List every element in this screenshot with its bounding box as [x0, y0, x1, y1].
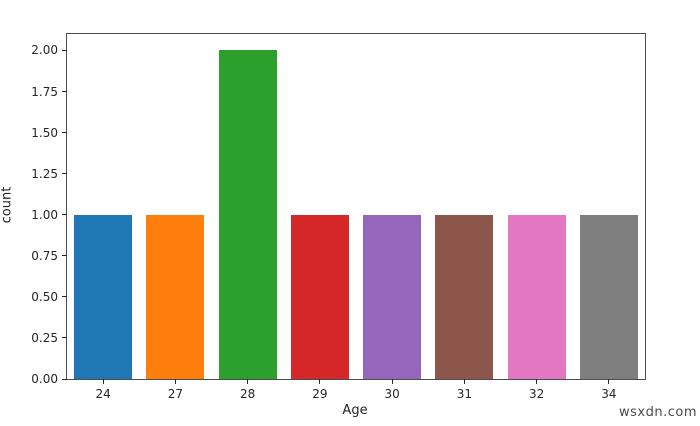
y-tick-mark: [62, 378, 67, 380]
x-tick-mark: [174, 379, 176, 384]
y-tick-label: 1.25: [31, 166, 58, 181]
bar: [74, 214, 133, 379]
y-tick-mark: [62, 132, 67, 134]
y-tick-mark: [62, 214, 67, 216]
y-tick-mark: [62, 49, 67, 51]
y-tick-mark: [62, 173, 67, 175]
y-tick-label: 1.00: [31, 207, 58, 222]
bar: [507, 214, 566, 379]
x-tick-label: 24: [95, 387, 111, 401]
y-tick-mark: [62, 91, 67, 92]
y-tick-label: 0.75: [31, 248, 58, 263]
y-tick-label: 0.50: [31, 289, 58, 304]
x-tick-label: 30: [384, 387, 400, 401]
bar: [363, 214, 422, 379]
x-tick-mark: [536, 379, 538, 384]
bar: [579, 214, 638, 379]
x-tick-mark: [608, 379, 610, 384]
y-tick-mark: [62, 337, 67, 339]
bar: [218, 50, 277, 379]
watermark: wsxdn.com: [619, 405, 697, 420]
y-tick-label: 1.50: [31, 125, 58, 140]
y-tick-mark: [62, 255, 67, 257]
x-tick-mark: [319, 379, 321, 384]
x-tick-label: 31: [456, 387, 473, 401]
x-tick-label: 28: [239, 387, 256, 401]
x-tick-mark: [391, 379, 393, 384]
x-axis-label: Age: [342, 403, 368, 418]
x-tick-mark: [463, 379, 465, 384]
y-tick-label: 1.75: [31, 84, 58, 99]
bar: [290, 214, 349, 379]
y-tick-mark: [62, 296, 67, 298]
bar: [435, 214, 494, 379]
x-tick-label: 29: [312, 387, 328, 401]
bar: [146, 214, 205, 379]
y-tick-label: 0.25: [31, 330, 58, 345]
y-tick-label: 0.00: [31, 372, 58, 386]
x-tick-mark: [102, 379, 104, 384]
x-tick-label: 34: [601, 387, 617, 401]
plot-area: 0.00 0.25 0.50 0.75 1.00 1.25 1.50 1.75 2.00 24 27…: [31, 33, 646, 401]
x-tick-label: 32: [528, 387, 545, 401]
y-tick-label: 2.00: [31, 43, 58, 58]
x-tick-mark: [247, 379, 249, 384]
x-tick-label: 27: [167, 387, 184, 401]
